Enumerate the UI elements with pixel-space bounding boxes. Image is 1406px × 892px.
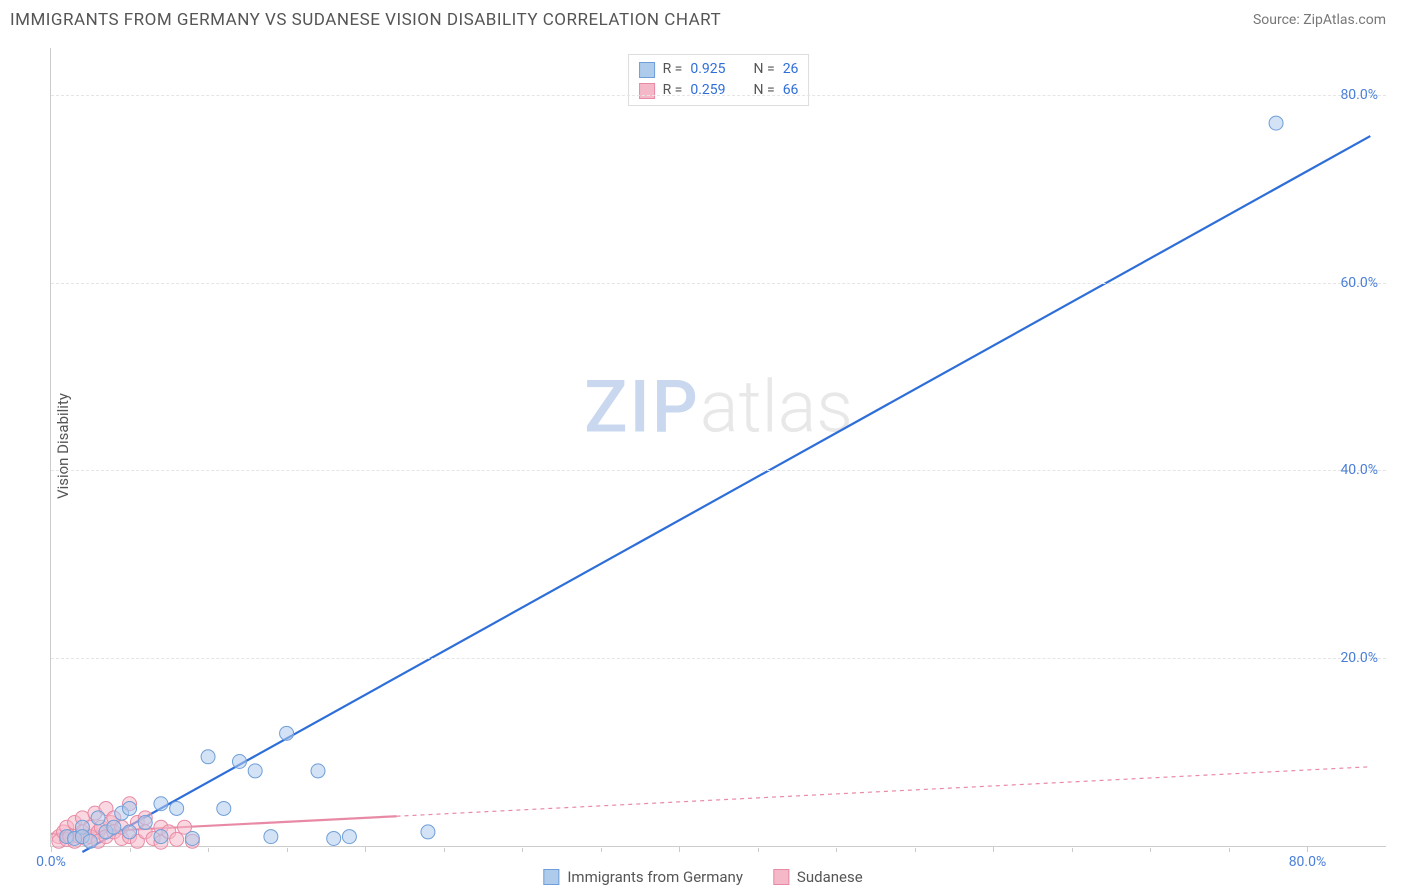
x-tick-minor xyxy=(1150,848,1151,852)
x-tick-minor xyxy=(444,848,445,852)
chart-title: IMMIGRANTS FROM GERMANY VS SUDANESE VISI… xyxy=(10,10,721,30)
x-tick xyxy=(365,846,366,852)
x-tick-minor xyxy=(130,848,131,852)
r-value-germany: 0.925 xyxy=(690,59,725,80)
x-tick-minor xyxy=(915,848,916,852)
stats-row-sudanese: R = 0.259 N = 66 xyxy=(639,80,799,101)
chart-header: IMMIGRANTS FROM GERMANY VS SUDANESE VISI… xyxy=(0,0,1406,40)
y-tick-label: 60.0% xyxy=(1340,275,1378,291)
chart-plot-area: ZIPatlas R = 0.925 N = 26 R = 0.259 N = … xyxy=(50,48,1386,847)
x-tick-minor xyxy=(1229,848,1230,852)
gridline xyxy=(51,470,1386,471)
x-tick xyxy=(993,846,994,852)
swatch-sudanese xyxy=(773,869,789,885)
n-value-germany: 26 xyxy=(783,59,799,80)
x-tick-minor xyxy=(522,848,523,852)
r-value-sudanese: 0.259 xyxy=(690,80,725,101)
gridline xyxy=(51,95,1386,96)
legend-item-germany: Immigrants from Germany xyxy=(543,868,743,886)
swatch-sudanese xyxy=(639,83,655,99)
bottom-legend: Immigrants from Germany Sudanese xyxy=(543,868,862,886)
x-tick-minor xyxy=(287,848,288,852)
x-tick xyxy=(679,846,680,852)
source-name: ZipAtlas.com xyxy=(1303,12,1386,28)
legend-item-sudanese: Sudanese xyxy=(773,868,863,886)
y-tick-label: 80.0% xyxy=(1340,87,1378,103)
y-tick-label: 40.0% xyxy=(1340,462,1378,478)
gridline xyxy=(51,658,1386,659)
x-tick-minor xyxy=(758,848,759,852)
y-tick-label: 20.0% xyxy=(1340,650,1378,666)
gridline xyxy=(51,283,1386,284)
r-label: R = xyxy=(663,80,683,101)
x-tick-label: 80.0% xyxy=(1289,854,1327,870)
stats-legend: R = 0.925 N = 26 R = 0.259 N = 66 xyxy=(628,54,810,106)
chart-source: Source: ZipAtlas.com xyxy=(1253,12,1386,28)
x-tick-minor xyxy=(1072,848,1073,852)
n-label: N = xyxy=(754,59,775,80)
x-tick-minor xyxy=(836,848,837,852)
swatch-germany xyxy=(639,62,655,78)
stats-row-germany: R = 0.925 N = 26 xyxy=(639,59,799,80)
n-value-sudanese: 66 xyxy=(783,80,799,101)
x-tick xyxy=(1307,846,1308,852)
swatch-germany xyxy=(543,869,559,885)
x-tick-minor xyxy=(208,848,209,852)
source-prefix: Source: xyxy=(1253,12,1303,28)
n-label: N = xyxy=(754,80,775,101)
chart-svg xyxy=(51,48,1386,846)
x-tick xyxy=(51,846,52,852)
x-tick-minor xyxy=(601,848,602,852)
legend-label-germany: Immigrants from Germany xyxy=(567,868,743,886)
x-tick-label: 0.0% xyxy=(36,854,66,870)
r-label: R = xyxy=(663,59,683,80)
legend-label-sudanese: Sudanese xyxy=(797,868,863,886)
